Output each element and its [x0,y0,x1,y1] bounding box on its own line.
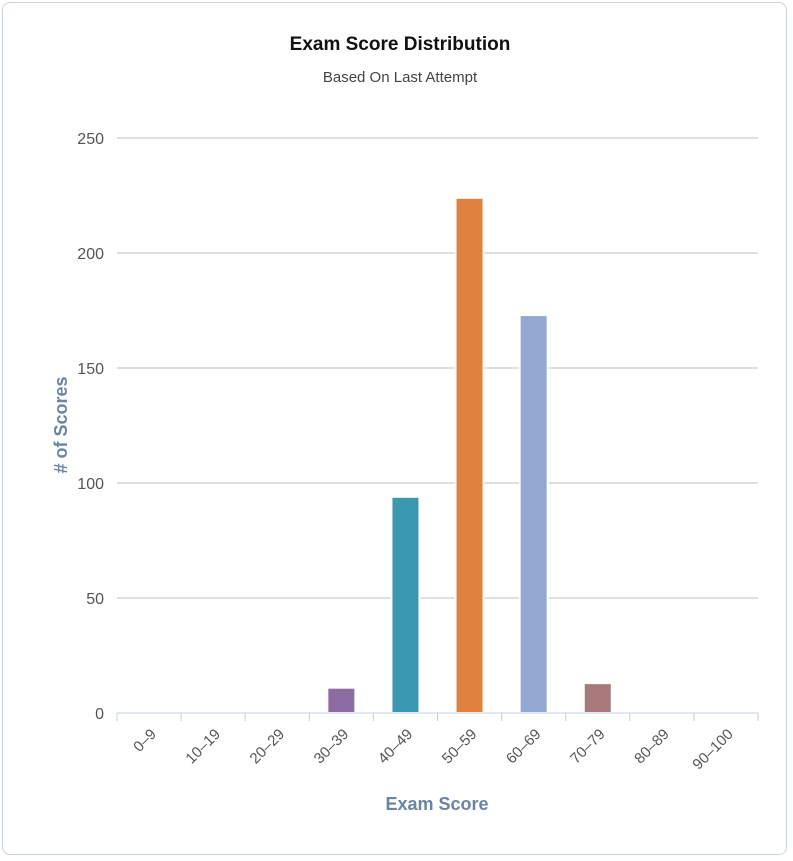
x-tick-label: 40–49 [375,726,417,768]
bars [326,196,613,715]
chart-subtitle: Based On Last Attempt [323,69,478,86]
x-tick-label: 10–19 [182,726,224,768]
x-tick-label: 70–79 [567,726,609,768]
y-tick-label: 50 [86,591,104,608]
y-axis-title: # of Scores [51,376,71,473]
bar-70–79[interactable] [582,682,613,714]
bar-60–69[interactable] [518,314,549,714]
chart-title: Exam Score Distribution [290,34,511,55]
x-axis: 0–9 10–19 20–29 30–39 40–49 50–59 60–69 70–79 80… [116,712,759,773]
x-tick-label: 50–59 [439,726,481,768]
y-tick-label: 200 [77,246,104,263]
x-tick-label: 20–29 [247,726,289,768]
y-axis-ticks: 0 50 100 150 200 250 [77,131,104,723]
y-tick-label: 150 [77,361,104,378]
x-axis-title: Exam Score [385,794,488,814]
gridlines [117,137,758,599]
bar-40–49[interactable] [390,495,421,714]
bar-30–39[interactable] [326,686,357,715]
y-tick-label: 0 [95,706,104,723]
y-tick-label: 100 [77,476,104,493]
y-tick-label: 250 [77,131,104,148]
x-tick-label: 0–9 [130,726,160,756]
x-tick-label: 90–100 [689,726,736,773]
x-tick-label: 80–89 [631,726,673,768]
x-tick-label: 30–39 [311,726,353,768]
bar-50–59[interactable] [454,196,485,715]
x-tick-label: 60–69 [503,726,545,768]
